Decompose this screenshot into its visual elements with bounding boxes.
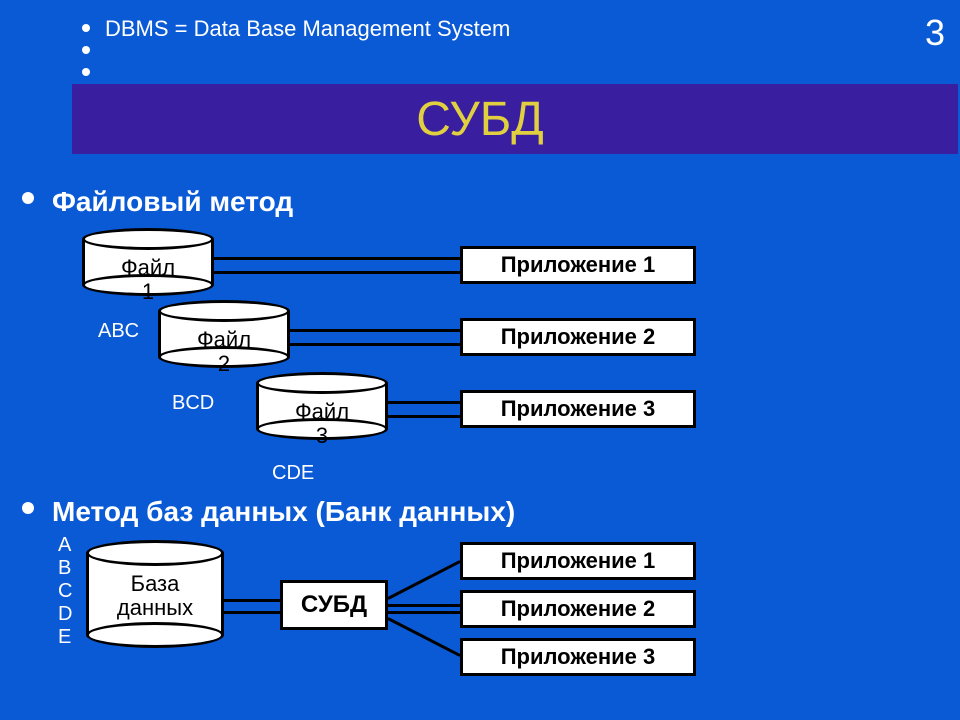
connector-line bbox=[290, 343, 460, 346]
connector-line bbox=[388, 611, 460, 614]
file-cylinder: Файл2 bbox=[158, 300, 290, 368]
connector-line bbox=[224, 611, 280, 614]
app-label: Приложение 1 bbox=[501, 548, 656, 574]
deco-dot bbox=[82, 46, 90, 54]
connector-line bbox=[387, 560, 460, 600]
deco-dot bbox=[82, 68, 90, 76]
app-label: Приложение 3 bbox=[501, 644, 656, 670]
slide: DBMS = Data Base Management System 3 СУБ… bbox=[0, 0, 960, 720]
dbms-label: СУБД bbox=[301, 591, 367, 619]
app-label: Приложение 1 bbox=[501, 252, 656, 278]
connector-line bbox=[214, 257, 460, 260]
app-label: Приложение 3 bbox=[501, 396, 656, 422]
bullet-text: Метод баз данных (Банк данных) bbox=[52, 496, 515, 528]
cylinder-code-label: CDE bbox=[272, 462, 314, 485]
app-box: Приложение 2 bbox=[460, 590, 696, 628]
deco-dot bbox=[82, 24, 90, 32]
connector-line bbox=[387, 617, 460, 657]
bullet-dot bbox=[22, 192, 34, 204]
app-box: Приложение 2 bbox=[460, 318, 696, 356]
app-box: Приложение 3 bbox=[460, 390, 696, 428]
connector-line bbox=[290, 329, 460, 332]
app-label: Приложение 2 bbox=[501, 596, 656, 622]
cylinder-code-label: BCD bbox=[172, 392, 214, 415]
connector-line bbox=[388, 604, 460, 607]
cylinder-label: Файл1 bbox=[82, 256, 214, 304]
file-cylinder: Файл1 bbox=[82, 228, 214, 296]
cylinder-code-label: ABC bbox=[98, 320, 139, 343]
database-cylinder: Базаданных bbox=[86, 540, 224, 648]
subtitle-text: DBMS = Data Base Management System bbox=[105, 16, 510, 42]
bullet-dot bbox=[22, 502, 34, 514]
db-field-labels: ABCDE bbox=[58, 534, 72, 649]
slide-title: СУБД bbox=[0, 92, 960, 147]
app-label: Приложение 2 bbox=[501, 324, 656, 350]
app-box: Приложение 3 bbox=[460, 638, 696, 676]
app-box: Приложение 1 bbox=[460, 542, 696, 580]
app-box: Приложение 1 bbox=[460, 246, 696, 284]
cylinder-label: Файл3 bbox=[256, 400, 388, 448]
page-number: 3 bbox=[925, 12, 945, 54]
dbms-box: СУБД bbox=[280, 580, 388, 630]
connector-line bbox=[214, 271, 460, 274]
connector-line bbox=[388, 401, 460, 404]
cylinder-label: Базаданных bbox=[86, 572, 224, 620]
connector-line bbox=[224, 599, 280, 602]
file-cylinder: Файл3 bbox=[256, 372, 388, 440]
connector-line bbox=[388, 415, 460, 418]
bullet-text: Файловый метод bbox=[52, 186, 293, 218]
cylinder-label: Файл2 bbox=[158, 328, 290, 376]
